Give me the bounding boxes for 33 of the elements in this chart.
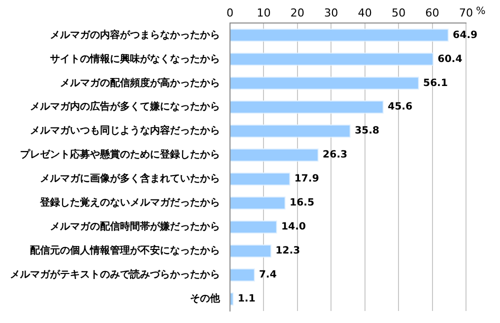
y-tick-label: メルマガいつも同じような内容だったから	[30, 124, 220, 137]
x-axis-title: %	[476, 6, 486, 17]
x-tick-label: 60	[425, 6, 440, 20]
y-tick-label: メルマガの内容がつまらなかったから	[50, 28, 220, 41]
data-label: 17.9	[294, 174, 320, 185]
y-tick-label: サイトの情報に興味がなくなったから	[50, 52, 220, 65]
data-label: 35.8	[354, 126, 380, 137]
x-tick-label: 40	[358, 6, 372, 20]
x-tick-label: 30	[324, 6, 338, 20]
y-tick-label: その他	[190, 292, 221, 305]
y-tick-label: プレゼント応募や懸賞のために登録したから	[20, 148, 220, 161]
data-label: 1.1	[238, 294, 256, 305]
x-tick-label: 10	[256, 6, 271, 20]
y-tick-label: 登録した覚えのないメルマガだったから	[39, 196, 220, 209]
data-label: 64.9	[452, 30, 478, 41]
x-tick-label: 20	[290, 6, 304, 20]
data-label: 56.1	[423, 78, 448, 89]
data-label: 26.3	[322, 150, 348, 161]
y-tick-label: メルマガに画像が多く含まれていたから	[40, 172, 220, 185]
data-label: 60.4	[438, 54, 462, 65]
data-label: 12.3	[275, 246, 300, 257]
y-tick-label: メルマガの配信頻度が高かったから	[60, 76, 220, 89]
y-tick-label: メルマガがテキストのみで読みづらかったから	[10, 268, 220, 281]
x-tick-label: 0	[226, 6, 234, 20]
data-label: 45.6	[388, 102, 412, 113]
x-tick-label: 70	[459, 6, 473, 20]
data-label: 14.0	[281, 222, 306, 233]
y-tick-label: メルマガの配信時間帯が嫌だったから	[50, 220, 220, 233]
data-label: 16.5	[290, 198, 314, 209]
y-tick-label: 配信元の個人情報管理が不安になったから	[30, 244, 220, 257]
y-tick-label: メルマガ内の広告が多くて嫌になったから	[30, 100, 220, 113]
data-label: 7.4	[258, 270, 277, 281]
x-tick-label: 50	[392, 6, 406, 20]
